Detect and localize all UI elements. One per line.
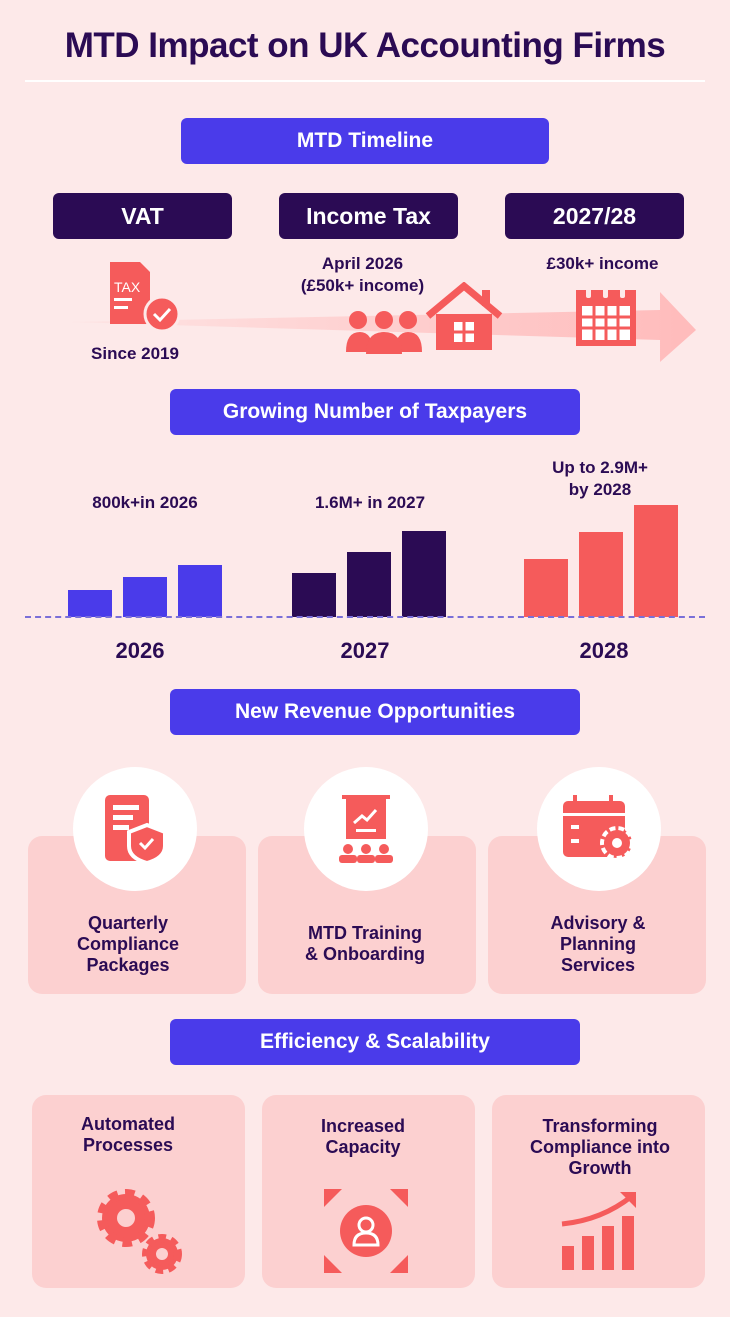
vat-note: Since 2019 [91,344,179,363]
growth-chart-icon [561,1192,636,1270]
efficiency-label-automated: Automated Processes [28,1114,228,1156]
divider [25,80,705,82]
label-line: Increased [320,1116,406,1136]
stage-income-tax: Income Tax [279,193,458,239]
income-tax-note-1: April 2026 [321,254,404,273]
calendar-icon [576,284,636,346]
annotation-2027: 1.6M+ in 2027 [314,493,426,512]
efficiency-card-automated [32,1095,245,1288]
label-line: Advisory & [550,913,646,933]
2027-note: £30k+ income [546,254,659,273]
bar-2027-2 [347,552,391,617]
revenue-label-compliance: Quarterly Compliance Packages [28,913,228,976]
income-tax-note-2: (£50k+ income) [300,276,425,295]
revenue-label-training: MTD Training & Onboarding [265,923,465,965]
calendar-gear-icon [537,767,661,891]
stage-vat: VAT [53,193,232,239]
label-line: Processes [82,1135,174,1155]
label-line: Capacity [325,1137,401,1157]
label-line: Compliance [76,934,180,954]
annotation-2028-line2: by 2028 [568,480,632,499]
svg-text:TAX: TAX [114,279,141,295]
efficiency-card-growth [492,1095,705,1288]
annotation-2028-line1: Up to 2.9M+ [552,458,648,477]
chart-baseline [25,616,705,618]
bar-2028-3 [634,505,678,617]
people-icon [346,311,422,354]
efficiency-label-capacity: Increased Capacity [263,1116,463,1158]
label-line: Packages [86,955,170,975]
year-2027: 2027 [340,638,390,663]
expand-user-icon [324,1189,408,1273]
revenue-heading: New Revenue Opportunities [170,689,580,735]
document-shield-icon [73,767,197,891]
bar-2027-1 [292,573,336,617]
label-line: Growth [568,1158,632,1178]
label-line: Transforming [542,1116,658,1136]
efficiency-label-growth: Transforming Compliance into Growth [500,1116,700,1179]
label-line: Compliance into [529,1137,670,1157]
bar-2026-1 [68,590,112,617]
bar-2026-3 [178,565,222,617]
efficiency-heading: Efficiency & Scalability [170,1019,580,1065]
year-2028: 2028 [579,638,629,663]
bar-chart [0,0,730,620]
label-line: MTD Training [308,923,422,943]
label-line: Planning [560,934,636,954]
presentation-training-icon [304,767,428,891]
taxpayers-heading: Growing Number of Taxpayers [170,389,580,435]
revenue-label-advisory: Advisory & Planning Services [498,913,698,976]
stage-2027-28: 2027/28 [505,193,684,239]
tax-document-icon: TAX [110,262,181,333]
gears-icon [97,1189,182,1274]
year-2026: 2026 [115,638,165,663]
bar-2028-2 [579,532,623,617]
label-line: Automated [81,1114,175,1134]
label-line: & Onboarding [305,944,425,964]
bar-2027-3 [402,531,446,617]
bar-2026-2 [123,577,167,617]
page-title: MTD Impact on UK Accounting Firms [64,26,666,65]
timeline-heading: MTD Timeline [181,118,549,164]
label-line: Services [560,955,636,975]
label-line: Quarterly [87,913,169,933]
bar-2028-1 [524,559,568,617]
annotation-2026: 800k+in 2026 [92,493,198,512]
house-icon [425,282,503,350]
